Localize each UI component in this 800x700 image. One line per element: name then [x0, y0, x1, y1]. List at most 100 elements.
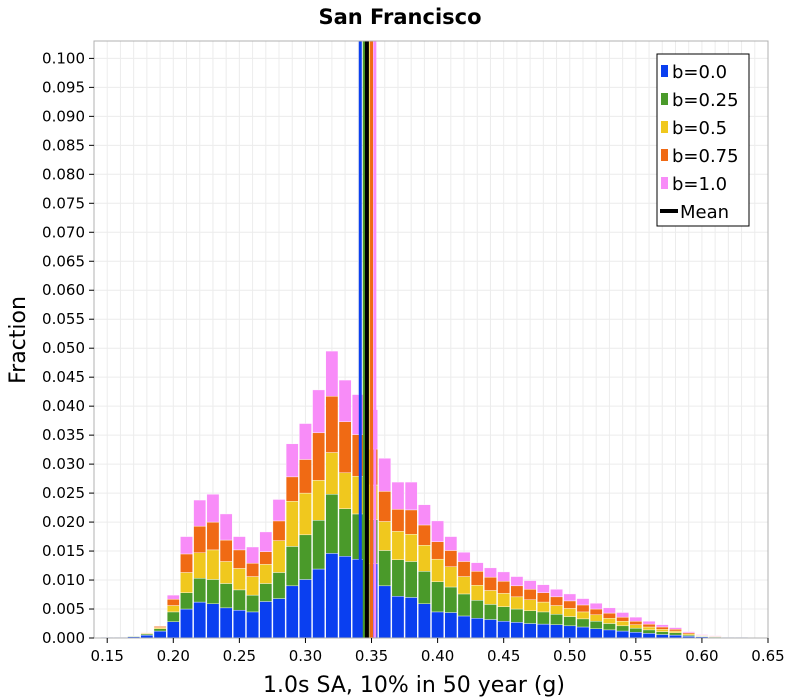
- bar-segment-b-1-0: [669, 627, 682, 630]
- bar-segment-b-0-25: [550, 614, 563, 625]
- y-tick-label: 0.030: [42, 455, 85, 473]
- bar-segment-b-0-0: [629, 632, 643, 639]
- bar-segment-b-0-75: [312, 432, 325, 481]
- x-tick-label: 0.40: [421, 647, 454, 665]
- bar-segment-b-0-0: [206, 603, 220, 639]
- bar-segment-b-0-0: [299, 579, 312, 639]
- bar-segment-b-0-5: [206, 549, 220, 580]
- bar-segment-b-0-5: [576, 611, 590, 620]
- legend-label-b-1-0: b=1.0: [672, 174, 727, 195]
- bar-segment-b-1-0: [299, 423, 312, 460]
- y-axis-ticks: 0.000 0.005 0.010 0.015 0.020 0.025 0.030 0.035…: [42, 49, 94, 647]
- x-tick-label: 0.55: [619, 647, 652, 665]
- bar-segment-b-0-5: [233, 568, 246, 591]
- bar-segment-b-0-5: [193, 552, 207, 579]
- bar-segment-b-0-5: [404, 534, 418, 562]
- bar-segment-b-0-5: [352, 476, 365, 515]
- bar-segment-b-0-5: [470, 585, 484, 601]
- legend-swatch-b-0-75: [661, 149, 668, 161]
- bar-segment-b-0-75: [457, 561, 471, 577]
- bar-segment-b-1-0: [457, 552, 471, 562]
- bar-segment-b-0-25: [669, 632, 682, 636]
- bar-segment-b-0-25: [338, 508, 352, 557]
- bar-segment-b-1-0: [206, 494, 220, 523]
- y-tick-label: 0.005: [42, 600, 85, 618]
- bar-segment-b-1-0: [470, 562, 484, 572]
- bar-segment-b-0-5: [655, 629, 669, 632]
- legend-label-b-0-75: b=0.75: [672, 146, 739, 167]
- bar-segment-b-0-0: [391, 596, 405, 639]
- axes: [93, 40, 769, 639]
- bar-segment-b-1-0: [589, 603, 603, 610]
- bar-segment-b-0-75: [669, 629, 682, 632]
- bar-segment-b-0-25: [470, 600, 484, 619]
- bar-segment-b-0-75: [470, 571, 484, 586]
- bar-segment-b-0-25: [537, 611, 550, 625]
- bar-segment-b-0-25: [655, 631, 669, 635]
- bar-segment-b-1-0: [219, 513, 233, 541]
- bar-segment-b-0-5: [219, 561, 233, 584]
- bar-segment-b-0-5: [629, 624, 643, 629]
- bar-segment-b-0-75: [642, 623, 656, 628]
- bar-segment-b-0-5: [285, 501, 299, 547]
- bar-segment-b-0-25: [325, 494, 339, 554]
- bar-segment-b-0-75: [629, 620, 643, 625]
- bar-segment-b-1-0: [378, 458, 392, 492]
- bar-segment-b-0-0: [655, 634, 669, 639]
- bar-segment-b-0-5: [510, 596, 524, 610]
- bar-segment-b-0-0: [259, 601, 273, 639]
- bar-segment-b-0-5: [603, 618, 616, 624]
- legend-swatch-b-0-0: [661, 65, 668, 77]
- bar-segment-b-0-25: [246, 594, 259, 613]
- y-tick-label: 0.085: [42, 136, 85, 154]
- bar-segment-b-0-25: [404, 561, 418, 598]
- bar-segment-b-0-0: [444, 612, 458, 639]
- bar-segment-b-0-5: [325, 452, 339, 495]
- y-tick-label: 0.010: [42, 571, 85, 589]
- bar-segment-b-0-5: [246, 576, 259, 596]
- bar-segment-b-1-0: [695, 634, 709, 636]
- y-tick-label: 0.025: [42, 484, 85, 502]
- bar-segment-b-0-5: [378, 521, 392, 551]
- bar-segment-b-0-5: [550, 605, 563, 615]
- bar-segment-b-0-0: [589, 628, 603, 639]
- x-tick-label: 0.45: [487, 647, 520, 665]
- bar-segment-b-0-0: [166, 621, 180, 639]
- bar-segment-b-0-75: [272, 520, 286, 541]
- bar-segment-b-0-5: [563, 608, 577, 617]
- bar-segment-b-0-25: [180, 592, 193, 610]
- x-tick-label: 0.20: [157, 647, 190, 665]
- bar-segment-b-1-0: [246, 546, 259, 564]
- bar-segment-b-0-25: [642, 629, 656, 634]
- bar-segment-b-0-25: [206, 579, 220, 605]
- bar-segment-b-0-0: [563, 625, 577, 639]
- bar-segment-b-0-75: [655, 626, 669, 630]
- bar-segment-b-0-0: [352, 558, 365, 639]
- bar-segment-b-0-75: [563, 600, 577, 609]
- bar-segment-b-0-75: [325, 396, 339, 453]
- bar-segment-b-1-0: [418, 504, 431, 526]
- bar-segment-b-0-0: [272, 598, 286, 639]
- y-tick-label: 0.055: [42, 310, 85, 328]
- x-tick-label: 0.30: [289, 647, 322, 665]
- y-tick-label: 0.015: [42, 542, 85, 560]
- legend-swatch-b-1-0: [661, 177, 668, 189]
- bar-segment-b-0-0: [418, 603, 431, 639]
- bar-segment-b-0-0: [457, 615, 471, 639]
- bar-segment-b-1-0: [563, 593, 577, 602]
- bar-segment-b-0-25: [431, 581, 444, 613]
- bar-segment-b-1-0: [193, 499, 207, 527]
- bar-segment-b-0-75: [510, 585, 524, 598]
- bar-segment-b-0-75: [484, 576, 497, 591]
- bar-segment-b-0-5: [418, 545, 431, 572]
- bar-segment-b-1-0: [285, 443, 299, 478]
- bar-segment-b-0-75: [206, 521, 220, 551]
- bar-segment-b-1-0: [576, 598, 590, 606]
- bar-segment-b-1-0: [655, 624, 669, 628]
- bar-segment-b-0-25: [523, 610, 537, 624]
- bar-segment-b-0-25: [166, 611, 180, 622]
- bar-segment-b-0-0: [603, 629, 616, 639]
- bar-segment-b-0-25: [576, 618, 590, 628]
- bar-segment-b-0-0: [431, 611, 444, 639]
- bar-segment-b-0-5: [444, 566, 458, 588]
